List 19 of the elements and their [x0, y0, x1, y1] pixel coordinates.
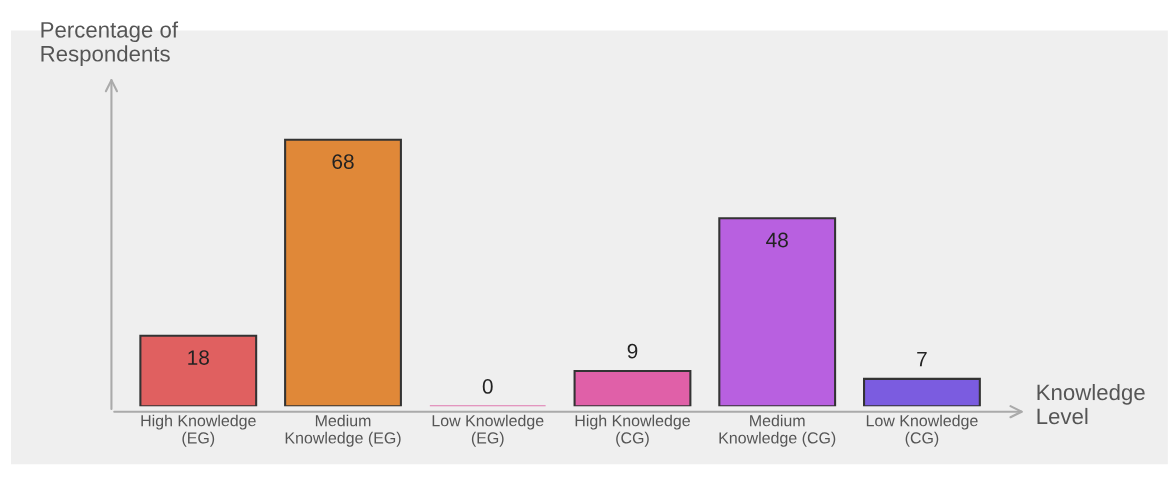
x-tick-label: Low Knowledge (EG)	[432, 414, 544, 447]
x-tick-label: Low Knowledge (CG)	[866, 414, 978, 447]
data-label: 48	[766, 232, 788, 248]
bar	[139, 334, 258, 407]
data-label: 0	[482, 379, 493, 394]
bar	[863, 377, 981, 407]
x-axis-title: Knowledge Level	[1037, 383, 1145, 425]
x-tick-label: High Knowledge (CG)	[575, 414, 690, 447]
data-label: 68	[332, 154, 354, 169]
x-tick-label: Medium Knowledge (EG)	[285, 414, 401, 447]
bar	[718, 217, 837, 407]
data-label: 7	[917, 351, 927, 367]
bar	[284, 138, 402, 407]
y-axis-title: Percentage of Respondents	[41, 21, 179, 67]
data-label: 9	[627, 343, 638, 359]
x-tick-label: Medium Knowledge (CG)	[719, 414, 836, 447]
bar	[573, 369, 692, 407]
x-tick-label: High Knowledge (EG)	[141, 414, 256, 447]
data-label: 18	[188, 350, 209, 365]
